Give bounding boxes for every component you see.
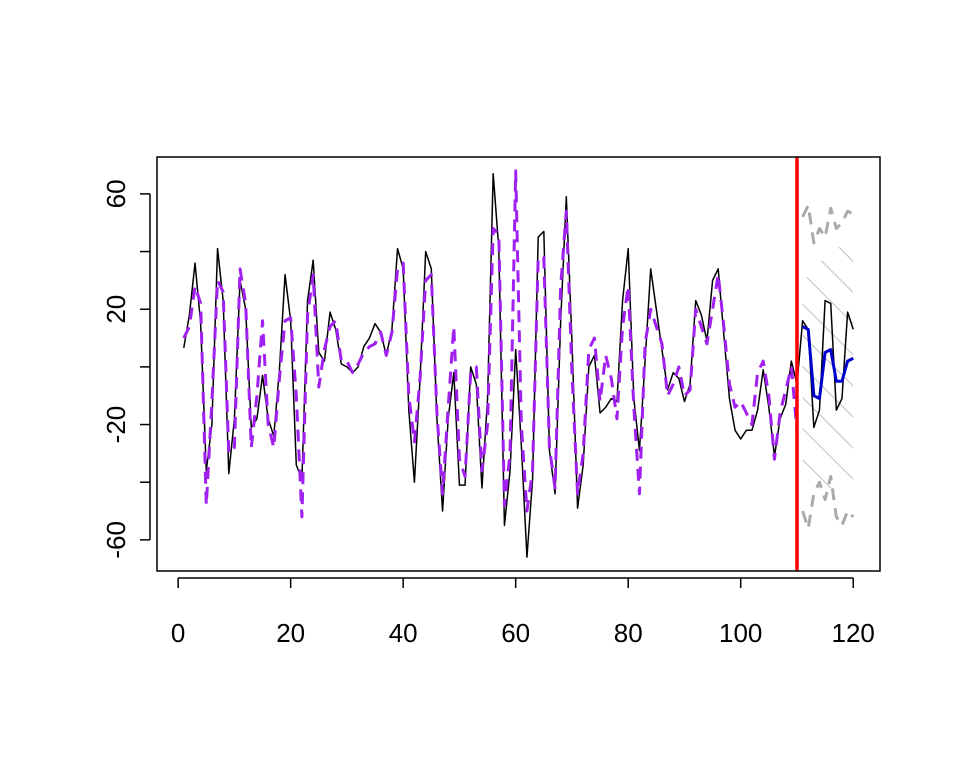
x-tick-label: 0 [171, 618, 185, 648]
x-tick-label: 80 [614, 618, 643, 648]
y-tick-label: 60 [101, 179, 131, 208]
series-line [183, 172, 854, 558]
plot-area [182, 169, 855, 558]
x-tick-label: 20 [276, 618, 305, 648]
series-line [801, 474, 855, 530]
x-tick-label: 120 [832, 618, 875, 648]
x-tick-label: 40 [389, 618, 418, 648]
interval-band [802, 240, 854, 488]
x-tick-label: 60 [501, 618, 530, 648]
series-line [182, 169, 799, 519]
y-tick-label: 20 [101, 295, 131, 324]
series-line [801, 325, 854, 401]
y-tick-label: -60 [101, 521, 131, 559]
series-line [801, 203, 854, 245]
x-tick-label: 100 [719, 618, 762, 648]
y-tick-label: -20 [101, 406, 131, 444]
plot-frame [156, 156, 881, 572]
